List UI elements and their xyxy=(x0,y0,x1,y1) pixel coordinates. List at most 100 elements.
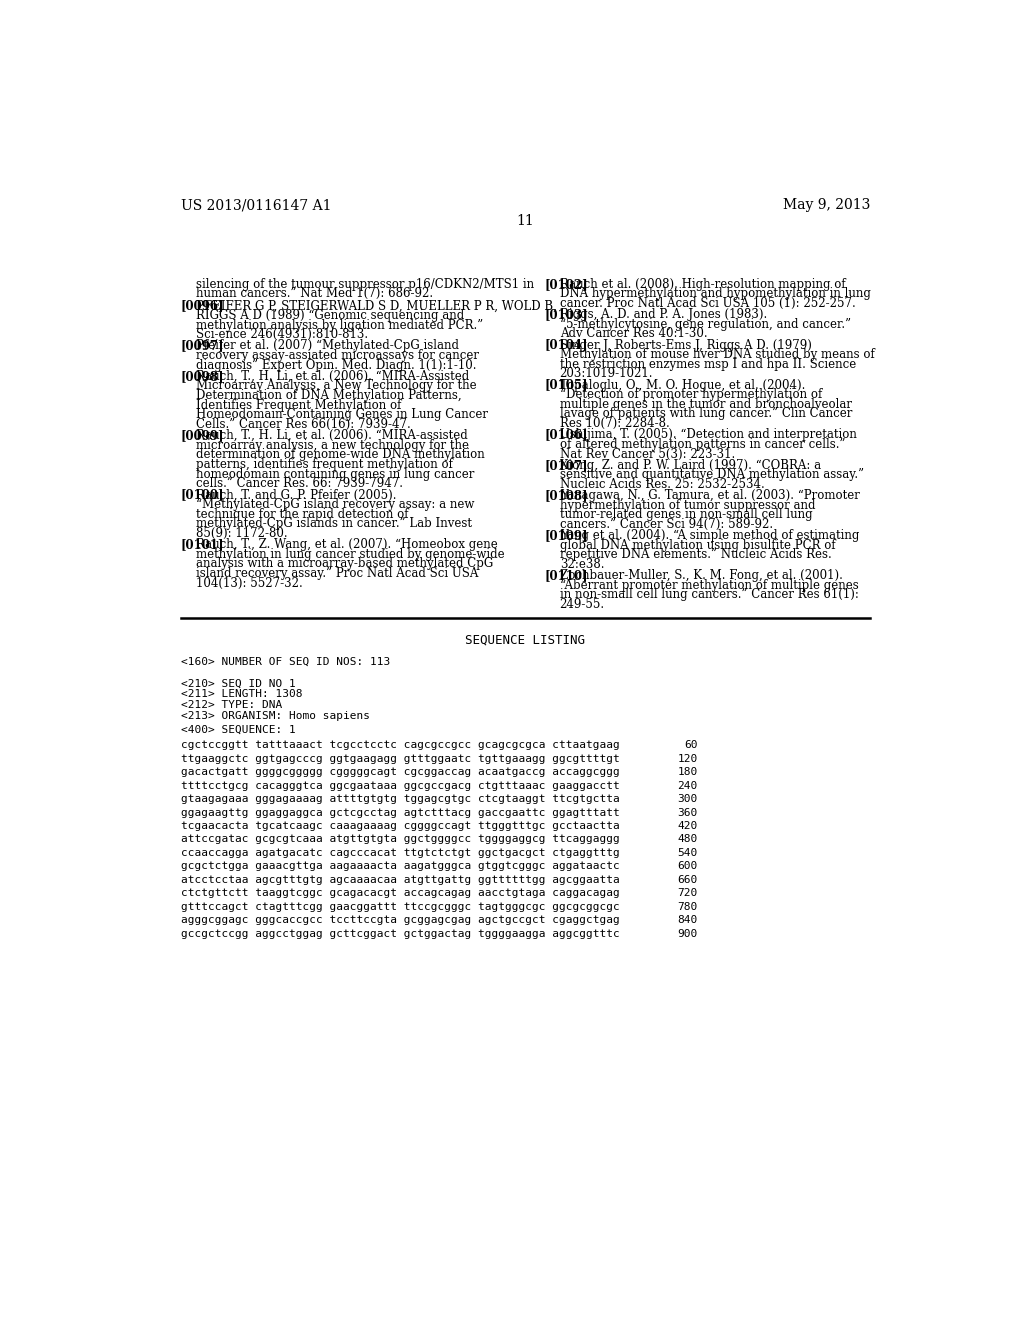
Text: Adv Cancer Res 40:1-30.: Adv Cancer Res 40:1-30. xyxy=(560,327,708,341)
Text: Nucleic Acids Res. 25: 2532-2534.: Nucleic Acids Res. 25: 2532-2534. xyxy=(560,478,765,491)
Text: attccgatac gcgcgtcaaa atgttgtgta ggctggggcc tggggaggcg ttcaggaggg: attccgatac gcgcgtcaaa atgttgtgta ggctggg… xyxy=(180,834,620,845)
Text: RIGGS A D (1989) “Genomic sequencing and: RIGGS A D (1989) “Genomic sequencing and xyxy=(197,309,465,322)
Text: methylation in lung cancer studied by genome-wide: methylation in lung cancer studied by ge… xyxy=(197,548,505,561)
Text: in non-small cell lung cancers.” Cancer Res 61(1):: in non-small cell lung cancers.” Cancer … xyxy=(560,589,858,602)
Text: 420: 420 xyxy=(677,821,697,832)
Text: methylation analysis by ligation mediated PCR.”: methylation analysis by ligation mediate… xyxy=(197,318,483,331)
Text: 85(9): 1172-80.: 85(9): 1172-80. xyxy=(197,527,288,540)
Text: [0099]: [0099] xyxy=(180,429,224,442)
Text: the restriction enzymes msp I and hpa II. Science: the restriction enzymes msp I and hpa II… xyxy=(560,358,856,371)
Text: sensitive and quantitative DNA methylation assay.”: sensitive and quantitative DNA methylati… xyxy=(560,469,864,482)
Text: 11: 11 xyxy=(516,214,534,228)
Text: “5-methylcytosine, gene regulation, and cancer.”: “5-methylcytosine, gene regulation, and … xyxy=(560,318,851,331)
Text: Rauch, T., H. Li, et al. (2006). “MIRA-Assisted: Rauch, T., H. Li, et al. (2006). “MIRA-A… xyxy=(197,370,469,383)
Text: 240: 240 xyxy=(677,780,697,791)
Text: “Methylated-CpG island recovery assay: a new: “Methylated-CpG island recovery assay: a… xyxy=(197,498,474,511)
Text: <210> SEQ ID NO 1: <210> SEQ ID NO 1 xyxy=(180,678,296,689)
Text: Topaloglu, O., M. O. Hogue, et al. (2004).: Topaloglu, O., M. O. Hogue, et al. (2004… xyxy=(560,379,805,392)
Text: <400> SEQUENCE: 1: <400> SEQUENCE: 1 xyxy=(180,725,296,735)
Text: 104(13): 5527-32.: 104(13): 5527-32. xyxy=(197,577,303,590)
Text: gcgctctgga gaaacgttga aagaaaacta aagatgggca gtggtcgggc aggataactc: gcgctctgga gaaacgttga aagaaaacta aagatgg… xyxy=(180,862,620,871)
Text: DNA hypermethylation and hypomethylation in lung: DNA hypermethylation and hypomethylation… xyxy=(560,288,870,301)
Text: Cells.” Cancer Res 66(16): 7939-47.: Cells.” Cancer Res 66(16): 7939-47. xyxy=(197,418,411,430)
Text: methylated-CpG islands in cancer.” Lab Invest: methylated-CpG islands in cancer.” Lab I… xyxy=(197,517,472,531)
Text: Pfeifer et al. (2007) “Methylated-CpG island: Pfeifer et al. (2007) “Methylated-CpG is… xyxy=(197,339,459,352)
Text: tumor-related genes in non-small cell lung: tumor-related genes in non-small cell lu… xyxy=(560,508,812,521)
Text: tcgaacacta tgcatcaagc caaagaaaag cggggccagt ttgggtttgc gcctaactta: tcgaacacta tgcatcaagc caaagaaaag cggggcc… xyxy=(180,821,620,832)
Text: 360: 360 xyxy=(677,808,697,817)
Text: 600: 600 xyxy=(677,862,697,871)
Text: ctctgttctt taaggtcggc gcagacacgt accagcagag aacctgtaga caggacagag: ctctgttctt taaggtcggc gcagacacgt accagca… xyxy=(180,888,620,899)
Text: Yanagawa, N., G. Tamura, et al. (2003). “Promoter: Yanagawa, N., G. Tamura, et al. (2003). … xyxy=(560,490,859,502)
Text: gtttccagct ctagtttcgg gaacggattt ttccgcgggc tagtgggcgc ggcgcggcgc: gtttccagct ctagtttcgg gaacggattt ttccgcg… xyxy=(180,902,620,912)
Text: Determination of DNA Methylation Patterns,: Determination of DNA Methylation Pattern… xyxy=(197,389,462,403)
Text: diagnosis” Expert Opin. Med. Diagn. 1(1):1-10.: diagnosis” Expert Opin. Med. Diagn. 1(1)… xyxy=(197,359,477,372)
Text: 480: 480 xyxy=(677,834,697,845)
Text: 540: 540 xyxy=(677,847,697,858)
Text: [0096]: [0096] xyxy=(180,300,224,313)
Text: Sci-ence 246(4931):810-813.: Sci-ence 246(4931):810-813. xyxy=(197,329,369,341)
Text: determination of genome-wide DNA methylation: determination of genome-wide DNA methyla… xyxy=(197,449,485,461)
Text: of altered methylation patterns in cancer cells.”: of altered methylation patterns in cance… xyxy=(560,438,845,451)
Text: May 9, 2013: May 9, 2013 xyxy=(783,198,870,213)
Text: “Aberrant promoter methylation of multiple genes: “Aberrant promoter methylation of multip… xyxy=(560,579,858,591)
Text: agggcggagc gggcaccgcc tccttccgta gcggagcgag agctgccgct cgaggctgag: agggcggagc gggcaccgcc tccttccgta gcggagc… xyxy=(180,915,620,925)
Text: cgctccggtt tatttaaact tcgcctcctc cagcgccgcc gcagcgcgca cttaatgaag: cgctccggtt tatttaaact tcgcctcctc cagcgcc… xyxy=(180,741,620,750)
Text: 900: 900 xyxy=(677,929,697,939)
Text: gacactgatt ggggcggggg cgggggcagt cgcggaccag acaatgaccg accaggcggg: gacactgatt ggggcggggg cgggggcagt cgcggac… xyxy=(180,767,620,777)
Text: Identifies Frequent Methylation of: Identifies Frequent Methylation of xyxy=(197,399,401,412)
Text: SEQUENCE LISTING: SEQUENCE LISTING xyxy=(465,634,585,647)
Text: 840: 840 xyxy=(677,915,697,925)
Text: ggagaagttg ggaggaggca gctcgcctag agtctttacg gaccgaattc ggagtttatt: ggagaagttg ggaggaggca gctcgcctag agtcttt… xyxy=(180,808,620,817)
Text: 180: 180 xyxy=(677,767,697,777)
Text: Xiong, Z. and P. W. Laird (1997). “COBRA: a: Xiong, Z. and P. W. Laird (1997). “COBRA… xyxy=(560,459,821,471)
Text: microarray analysis, a new technology for the: microarray analysis, a new technology fo… xyxy=(197,438,469,451)
Text: technique for the rapid detection of: technique for the rapid detection of xyxy=(197,508,409,520)
Text: Rauch, T., Z. Wang, et al. (2007). “Homeobox gene: Rauch, T., Z. Wang, et al. (2007). “Home… xyxy=(197,539,498,550)
Text: [0106]: [0106] xyxy=(544,428,588,441)
Text: [0108]: [0108] xyxy=(544,490,588,502)
Text: gtaagagaaa gggagaaaag attttgtgtg tggagcgtgc ctcgtaaggt ttcgtgctta: gtaagagaaa gggagaaaag attttgtgtg tggagcg… xyxy=(180,795,620,804)
Text: repetitive DNA elements.” Nucleic Acids Res.: repetitive DNA elements.” Nucleic Acids … xyxy=(560,548,831,561)
Text: lavage of patients with lung cancer.” Clin Cancer: lavage of patients with lung cancer.” Cl… xyxy=(560,408,852,421)
Text: Rauch et al. (2008). High-resolution mapping of: Rauch et al. (2008). High-resolution map… xyxy=(560,277,845,290)
Text: Nat Rev Cancer 5(3): 223-31.: Nat Rev Cancer 5(3): 223-31. xyxy=(560,447,735,461)
Text: cells.” Cancer Res. 66: 7939-7947.: cells.” Cancer Res. 66: 7939-7947. xyxy=(197,478,403,490)
Text: [0107]: [0107] xyxy=(544,459,588,471)
Text: analysis with a microarray-based methylated CpG: analysis with a microarray-based methyla… xyxy=(197,557,494,570)
Text: recovery assay-assiated microassays for cancer: recovery assay-assiated microassays for … xyxy=(197,348,479,362)
Text: homeodomain containing genes in lung cancer: homeodomain containing genes in lung can… xyxy=(197,467,474,480)
Text: 32:e38.: 32:e38. xyxy=(560,558,604,572)
Text: [0101]: [0101] xyxy=(180,539,224,550)
Text: gccgctccgg aggcctggag gcttcggact gctggactag tggggaagga aggcggtttc: gccgctccgg aggcctggag gcttcggact gctggac… xyxy=(180,929,620,939)
Text: hypermethylation of tumor suppressor and: hypermethylation of tumor suppressor and xyxy=(560,499,815,512)
Text: silencing of the tumour suppressor p16/CDKN2/MTS1 in: silencing of the tumour suppressor p16/C… xyxy=(197,277,535,290)
Text: [0097]: [0097] xyxy=(180,339,224,352)
Text: 120: 120 xyxy=(677,754,697,763)
Text: 249-55.: 249-55. xyxy=(560,598,605,611)
Text: patterns, identifies frequent methylation of: patterns, identifies frequent methylatio… xyxy=(197,458,453,471)
Text: Methylation of mouse liver DNA studied by means of: Methylation of mouse liver DNA studied b… xyxy=(560,348,874,362)
Text: island recovery assay.” Proc Natl Acad Sci USA: island recovery assay.” Proc Natl Acad S… xyxy=(197,566,478,579)
Text: Rauch, T. and G. P. Pfeifer (2005).: Rauch, T. and G. P. Pfeifer (2005). xyxy=(197,488,396,502)
Text: 660: 660 xyxy=(677,875,697,884)
Text: Res 10(7): 2284-8.: Res 10(7): 2284-8. xyxy=(560,417,670,430)
Text: “Detection of promoter hypermethylation of: “Detection of promoter hypermethylation … xyxy=(560,388,822,401)
Text: multiple genes in the tumor and bronchoalveolar: multiple genes in the tumor and bronchoa… xyxy=(560,397,852,411)
Text: US 2013/0116147 A1: US 2013/0116147 A1 xyxy=(180,198,331,213)
Text: Yang et al. (2004). “A simple method of estimating: Yang et al. (2004). “A simple method of … xyxy=(560,529,859,543)
Text: <211> LENGTH: 1308: <211> LENGTH: 1308 xyxy=(180,689,302,700)
Text: ccaaccagga agatgacatc cagcccacat ttgtctctgt ggctgacgct ctgaggtttg: ccaaccagga agatgacatc cagcccacat ttgtctc… xyxy=(180,847,620,858)
Text: atcctcctaa agcgtttgtg agcaaaacaa atgttgattg ggttttttgg agcggaatta: atcctcctaa agcgtttgtg agcaaaacaa atgttga… xyxy=(180,875,620,884)
Text: 60: 60 xyxy=(684,741,697,750)
Text: <213> ORGANISM: Homo sapiens: <213> ORGANISM: Homo sapiens xyxy=(180,711,370,721)
Text: ttttcctgcg cacagggtca ggcgaataaa ggcgccgacg ctgtttaaac gaaggacctt: ttttcctgcg cacagggtca ggcgaataaa ggcgccg… xyxy=(180,780,620,791)
Text: ttgaaggctc ggtgagcccg ggtgaagagg gtttggaatc tgttgaaagg ggcgttttgt: ttgaaggctc ggtgagcccg ggtgaagagg gtttgga… xyxy=(180,754,620,763)
Text: Microarray Analysis, a New Technology for the: Microarray Analysis, a New Technology fo… xyxy=(197,379,477,392)
Text: [0105]: [0105] xyxy=(544,379,588,392)
Text: cancer. Proc Natl Acad Sci USA 105 (1): 252-257.: cancer. Proc Natl Acad Sci USA 105 (1): … xyxy=(560,297,855,310)
Text: <212> TYPE: DNA: <212> TYPE: DNA xyxy=(180,700,282,710)
Text: [0102]: [0102] xyxy=(544,277,588,290)
Text: [0100]: [0100] xyxy=(180,488,224,502)
Text: [0098]: [0098] xyxy=(180,370,224,383)
